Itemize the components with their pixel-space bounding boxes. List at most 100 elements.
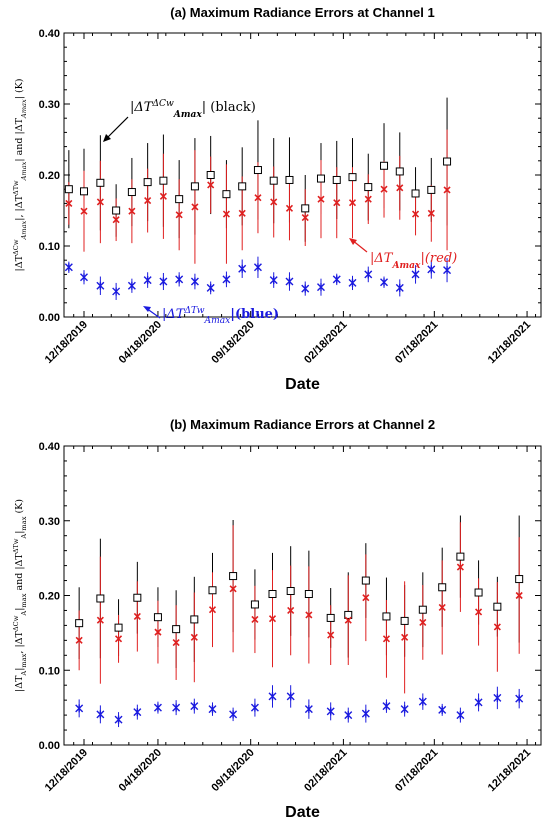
x-axis-label: Date — [285, 376, 320, 393]
x-tick-label: 07/18/2021 — [393, 319, 440, 366]
markers-000000-a — [64, 157, 452, 215]
chart-title: (a) Maximum Radiance Errors at Channel 1 — [170, 5, 434, 20]
data-point — [316, 283, 325, 292]
data-point — [301, 204, 310, 213]
data-point — [326, 707, 335, 716]
data-point — [361, 709, 370, 718]
annotation-red: |ΔTAmax|(red) — [370, 251, 457, 271]
data-point — [286, 587, 295, 596]
data-point — [222, 210, 231, 218]
plot-frame — [63, 32, 542, 318]
data-point — [418, 697, 427, 706]
data-point — [493, 602, 502, 611]
data-point — [190, 633, 198, 641]
data-point — [64, 185, 73, 194]
chart-panel-b: (b) Maximum Radiance Errors at Channel 2… — [0, 412, 550, 824]
data-point — [348, 199, 357, 207]
markers-e02020-a — [65, 181, 451, 224]
data-point — [207, 181, 215, 189]
data-point — [438, 603, 446, 612]
data-point — [190, 182, 199, 191]
data-point — [427, 185, 436, 194]
data-point — [208, 606, 217, 614]
markers-e02020-b — [75, 563, 523, 647]
data-point — [474, 588, 483, 597]
x-tick-label: 09/18/2020 — [209, 747, 256, 794]
data-point — [127, 281, 136, 290]
annotation-blue: |ΔTΔTwAmax|(blue) — [162, 306, 279, 326]
data-point — [80, 273, 88, 282]
data-point — [96, 178, 105, 187]
arrow-black-line — [104, 116, 129, 141]
data-point — [80, 187, 89, 196]
data-point — [344, 616, 352, 624]
data-point — [515, 575, 524, 584]
arrow-blue-head — [143, 306, 151, 312]
data-point — [443, 157, 452, 166]
data-point — [75, 704, 84, 713]
data-point — [96, 281, 105, 290]
data-point — [229, 710, 238, 719]
data-point — [251, 615, 259, 623]
data-point — [493, 623, 501, 631]
data-point — [172, 639, 180, 647]
data-point — [327, 631, 335, 639]
data-point — [443, 186, 451, 194]
data-point — [154, 628, 162, 636]
data-point — [96, 710, 105, 719]
data-point — [114, 635, 123, 643]
data-point — [268, 692, 277, 701]
data-point — [285, 204, 294, 212]
data-point — [175, 275, 184, 284]
data-point — [159, 176, 168, 185]
data-point — [285, 277, 294, 286]
data-point — [304, 590, 313, 599]
data-point — [253, 166, 262, 175]
data-point — [395, 167, 404, 176]
y-tick-label: 0.30 — [39, 99, 60, 111]
data-point — [285, 175, 294, 184]
data-point — [250, 600, 259, 609]
data-point — [456, 563, 464, 571]
data-point — [175, 195, 184, 204]
series-e02020-b — [78, 522, 520, 694]
data-point — [326, 613, 335, 622]
data-point — [190, 702, 199, 711]
data-point — [112, 216, 120, 224]
data-point — [254, 194, 262, 202]
data-point — [493, 693, 502, 702]
data-point — [515, 694, 524, 703]
data-point — [382, 702, 391, 711]
data-point — [332, 275, 341, 284]
y-tick-label: 0.40 — [39, 28, 60, 40]
annotation-black: |ΔTΔCwAmax| (black) — [130, 99, 256, 120]
series-000000-b — [78, 515, 520, 669]
data-point — [190, 277, 199, 286]
data-point — [159, 192, 167, 200]
chart-title: (b) Maximum Radiance Errors at Channel 2 — [170, 417, 435, 432]
data-point — [253, 263, 262, 272]
data-point — [400, 705, 409, 714]
data-point — [65, 199, 73, 207]
data-point — [112, 287, 121, 296]
data-point — [348, 278, 357, 287]
data-point — [153, 613, 162, 622]
x-axis-label: Date — [285, 804, 320, 821]
data-point — [515, 591, 523, 600]
data-point — [143, 276, 152, 285]
data-point — [344, 711, 353, 720]
data-point — [238, 264, 247, 273]
y-tick-label: 0.30 — [39, 516, 60, 528]
data-point — [427, 209, 435, 217]
x-tick-label: 02/18/2021 — [302, 747, 349, 794]
data-point — [364, 183, 373, 192]
data-point — [229, 585, 237, 593]
data-point — [317, 195, 325, 203]
data-point — [268, 615, 277, 623]
chart-panel-a: (a) Maximum Radiance Errors at Channel 1… — [0, 0, 550, 402]
data-point — [80, 207, 88, 215]
data-point — [133, 612, 141, 620]
data-point — [475, 608, 483, 616]
data-point — [382, 612, 391, 621]
data-point — [222, 275, 231, 284]
